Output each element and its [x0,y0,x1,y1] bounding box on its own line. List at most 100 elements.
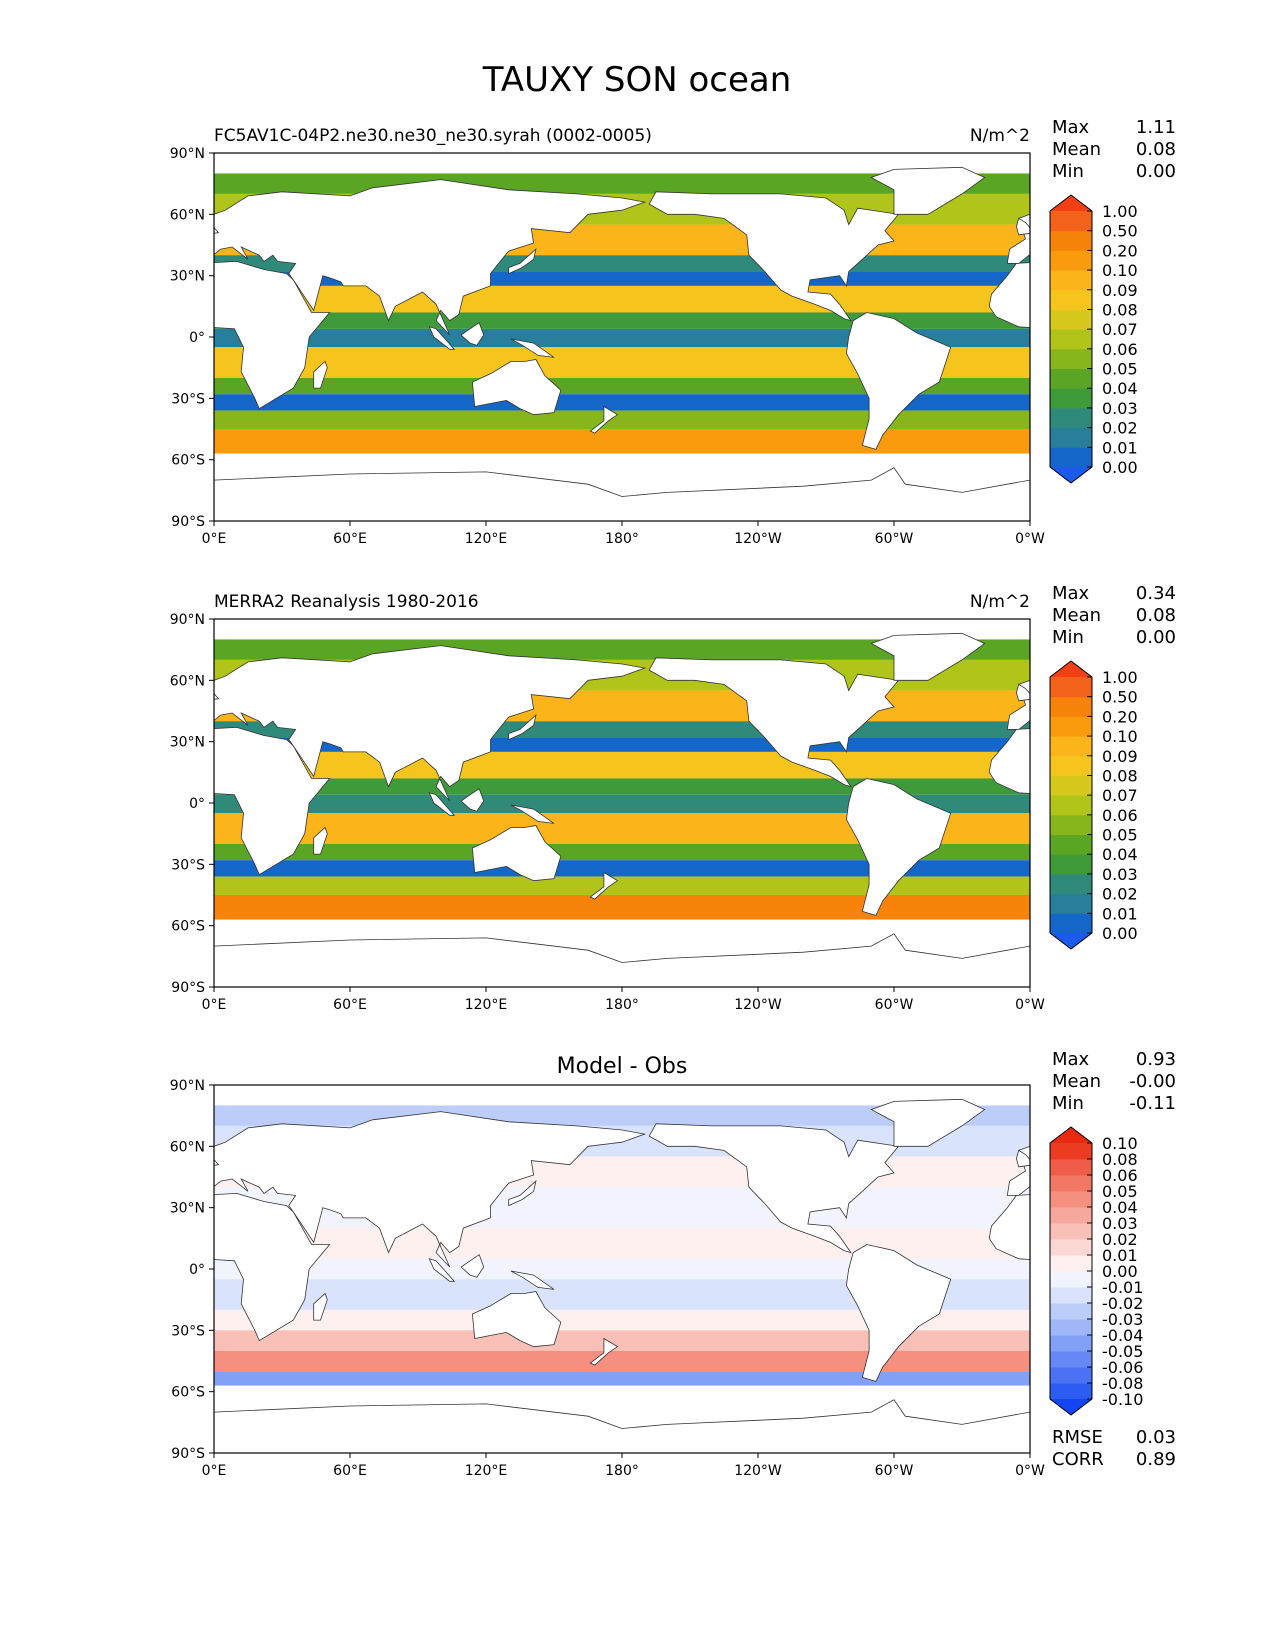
colorbar-segment [1050,755,1092,776]
x-tick-label: 0°E [202,997,227,1013]
y-tick-label: 90°S [171,1446,205,1462]
stat-value: -0.11 [1129,1093,1176,1114]
colorbar-segment [1050,447,1092,468]
colorbar-tick-label: -0.06 [1102,1358,1143,1377]
x-tick-label: 180° [605,1463,639,1479]
landmass-antarctica [214,467,1030,521]
colorbar-segment [1050,913,1092,934]
colorbar-segment [1050,309,1092,330]
colorbar-segment [1050,230,1092,251]
colorbar-tick-label: 0.02 [1102,885,1138,904]
colorbar-tick-label: 0.07 [1102,786,1138,805]
landmass-eurasia [214,179,647,336]
colorbar-segment [1050,1287,1092,1304]
colorbar-segment [1050,1303,1092,1320]
stat-label: Mean [1052,1071,1101,1092]
colorbar-segment [1050,814,1092,836]
colorbar-tick-label: 0.20 [1102,707,1138,726]
y-tick-label: 30°S [171,1323,205,1339]
colorbar-segment [1050,270,1092,291]
map-panel-reference: 0°E 60°E 120°E 180° 120°W 60°W 0°W 90°N 60°N 30°N… [170,583,1176,1013]
landmass-borneo [460,322,485,346]
landmass-japan [508,1179,537,1207]
colorbar-segment [1050,407,1092,429]
stat-value: 0.93 [1136,1049,1176,1070]
colorbar-tick-label: 0.07 [1102,320,1138,339]
landmass-samerica [845,778,952,916]
colorbar-segment [1050,1335,1092,1352]
landmass-uk [214,1158,220,1166]
colorbar-segment [1050,1239,1092,1256]
y-tick-label: 0° [189,330,205,346]
colorbar-segment [1050,1271,1092,1288]
contour-band [214,778,1030,795]
y-tick-label: 60°S [171,1385,205,1401]
contour-band [214,843,1030,861]
colorbar-extend-min [1050,467,1092,483]
x-tick-label: 180° [605,997,639,1013]
contour-band [214,1258,1030,1280]
colorbar-segment [1050,1255,1092,1272]
panel-units: N/m^2 [970,126,1030,146]
colorbar-tick-label: -0.03 [1102,1310,1143,1329]
contour-band [214,876,1030,895]
colorbar-tick-label: 0.06 [1102,806,1138,825]
stat-value: 0.08 [1136,139,1176,160]
colorbar-tick-label: -0.05 [1102,1342,1143,1361]
panel-units: N/m^2 [970,592,1030,612]
landmass-newguinea [510,804,555,824]
y-tick-label: 30°N [170,1201,205,1217]
landmass-madagascar [313,826,328,855]
stat-value: -0.00 [1129,1071,1176,1092]
colorbar-segment [1050,1175,1092,1192]
x-tick-label: 0°W [1015,531,1045,547]
colorbar-tick-label: 0.03 [1102,399,1138,418]
landmass-greenland [870,1098,986,1147]
landmass-africa [214,260,331,410]
landmass-eurasia [1006,1145,1030,1196]
x-tick-label: 60°E [333,997,367,1013]
y-tick-label: 90°S [171,980,205,996]
landmass-sumatra [428,1258,456,1282]
landmass-africa [214,726,331,876]
corr-label: CORR [1052,1449,1104,1470]
colorbar-extend-min [1050,933,1092,949]
colorbar-extend-max [1050,1127,1092,1143]
contour-band [214,1371,1030,1386]
contour-band [214,860,1030,877]
colorbar-segment [1050,1351,1092,1368]
colorbar-tick-label: 0.00 [1102,924,1138,943]
landmass-nz [589,405,619,434]
landmass-africa [214,1192,331,1342]
landmass-uk [214,692,220,700]
contour-band [214,1330,1030,1351]
colorbar-tick-label: -0.02 [1102,1294,1143,1313]
x-tick-label: 60°W [875,531,914,547]
contour-band [214,394,1030,411]
colorbar-tick-label: 0.02 [1102,1230,1138,1249]
contour-band [214,1350,1030,1372]
colorbar-segment [1050,854,1092,875]
colorbar-extend-max [1050,661,1092,677]
landmass-uk [1015,1149,1030,1168]
map-panel-test: 0°E 60°E 120°E 180° 120°W 60°W 0°W 90°N 60°N 30°N… [170,117,1176,547]
stat-label: Max [1052,117,1090,138]
colorbar-tick-label: 0.08 [1102,1150,1138,1169]
landmass-eurasia [214,1111,647,1268]
x-tick-label: 120°W [734,1463,782,1479]
x-tick-label: 120°W [734,531,782,547]
colorbar-segment [1050,368,1092,389]
landmass-australia [471,825,562,882]
corr-value: 0.89 [1136,1449,1176,1470]
land-difference [214,1098,1030,1453]
colorbar-segment [1050,893,1092,914]
y-tick-label: 90°N [170,1078,205,1094]
landmass-australia [471,359,562,416]
colorbar-tick-label: -0.08 [1102,1374,1143,1393]
landmass-africa [988,262,1030,328]
colorbar-segment [1050,211,1092,232]
land-test [214,166,1030,521]
x-tick-label: 60°E [333,531,367,547]
colorbar-segment [1050,427,1092,448]
